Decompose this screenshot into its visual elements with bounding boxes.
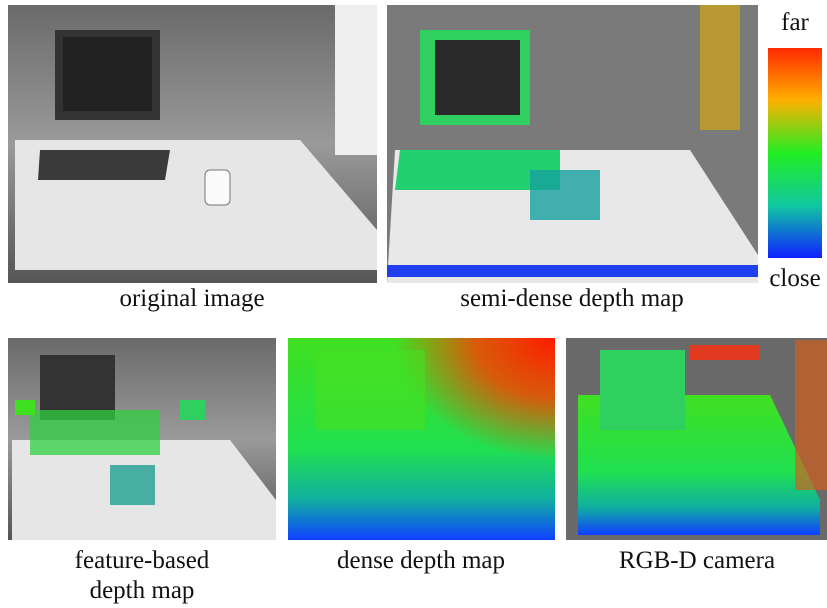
figure: far close original image semi-dense dept… — [0, 0, 827, 608]
caption: depth map — [90, 577, 195, 604]
feature-based-image — [8, 338, 276, 540]
semi-dense-image — [387, 5, 758, 283]
caption: dense depth map — [337, 547, 505, 574]
colorbar — [768, 48, 822, 258]
caption: original image — [119, 285, 264, 312]
dense-image — [288, 338, 555, 540]
rgbd-image — [566, 338, 827, 540]
colorbar-top-label: far — [781, 9, 809, 36]
original-image — [8, 5, 377, 283]
caption: RGB-D camera — [619, 547, 775, 574]
caption: semi-dense depth map — [460, 285, 684, 312]
colorbar-bottom-label: close — [769, 265, 820, 292]
caption: feature-based — [75, 547, 210, 574]
